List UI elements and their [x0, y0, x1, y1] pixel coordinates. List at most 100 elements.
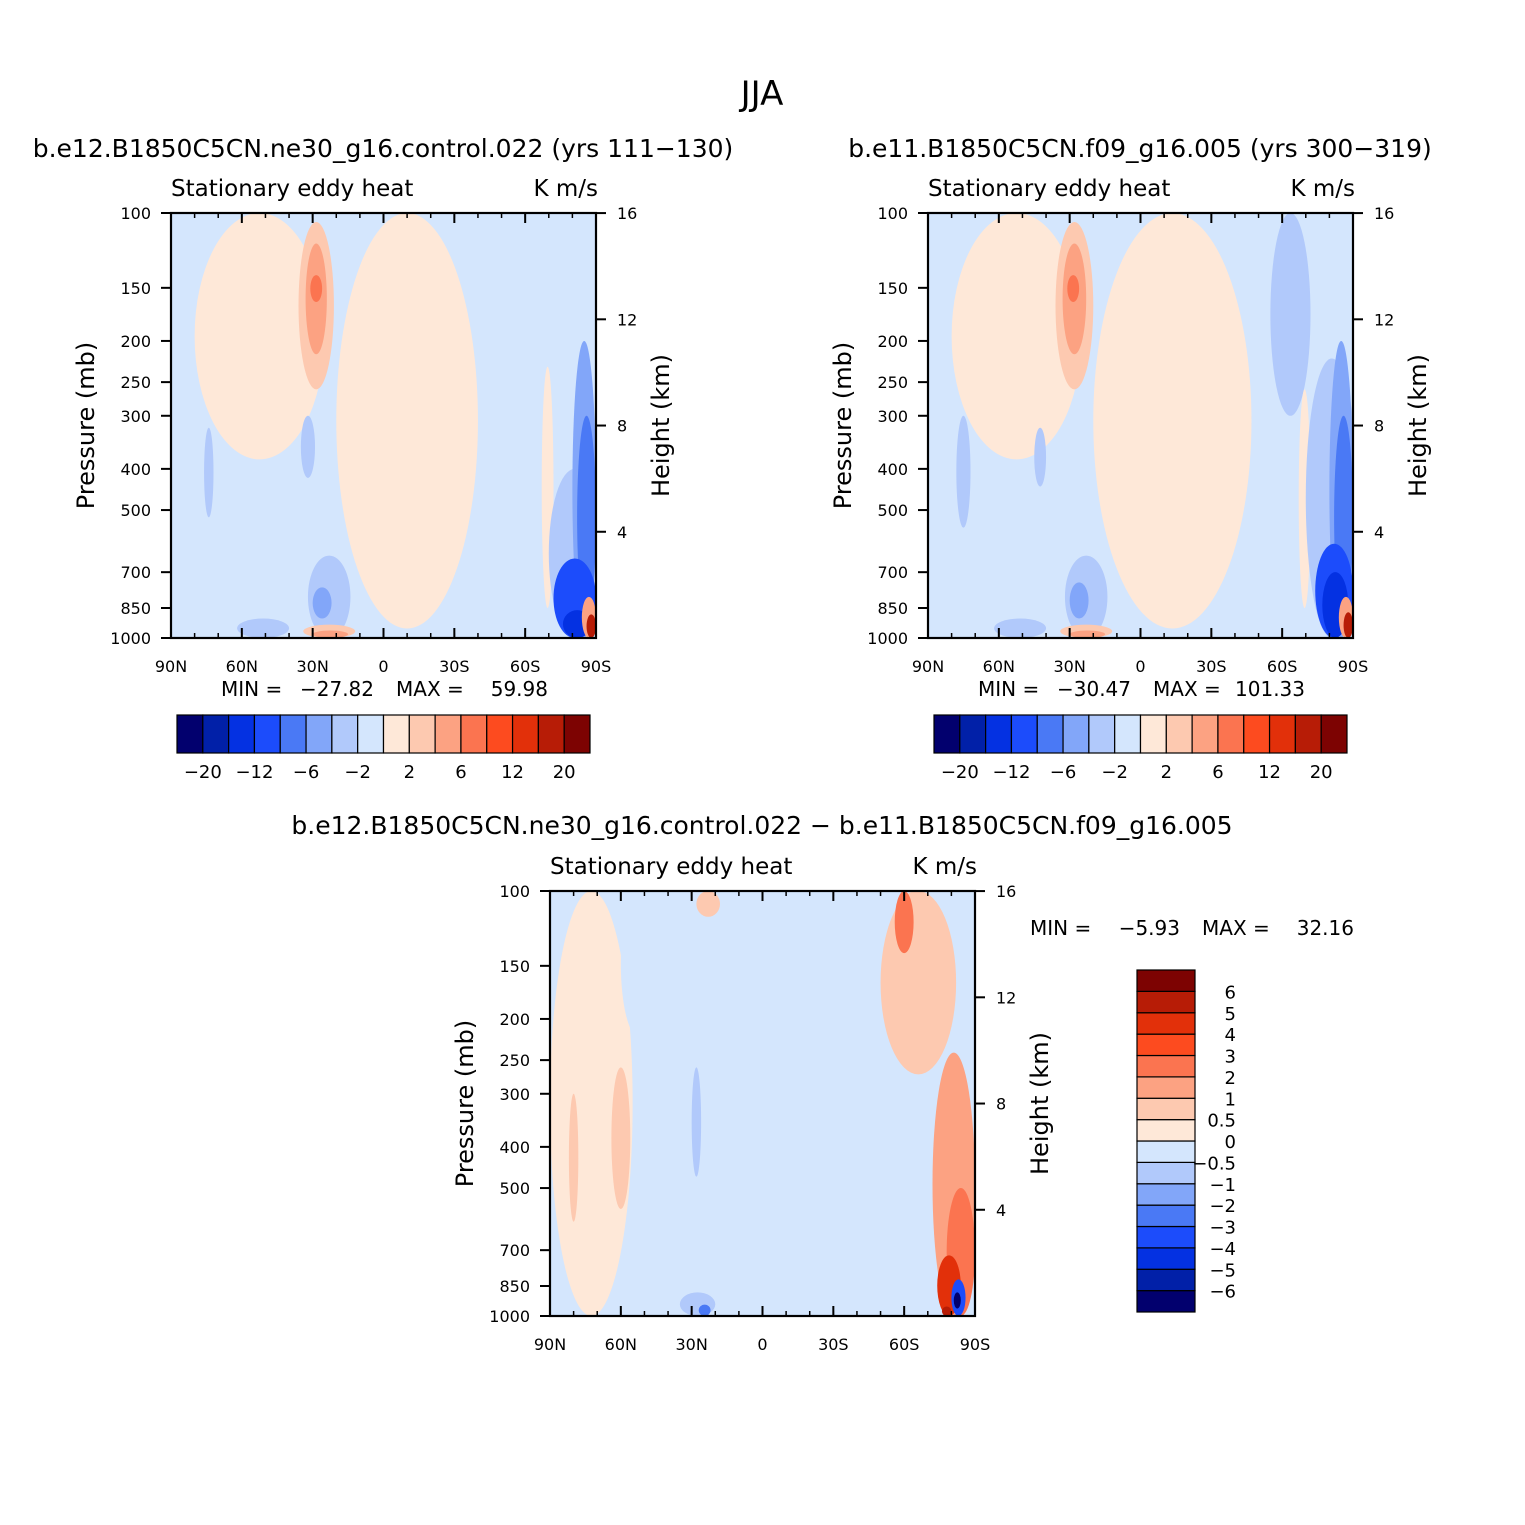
y-tick-label: 1000 — [110, 629, 151, 648]
colorbar-label: −6 — [1050, 762, 1077, 783]
x-tick-label: 30N — [1054, 657, 1086, 676]
max-label: MAX = — [1202, 916, 1270, 940]
contour-region — [738, 891, 810, 1094]
y-tick-label: 500 — [120, 501, 151, 520]
contour-region — [696, 891, 720, 917]
plot-area — [550, 891, 975, 1316]
colorbar-box — [1136, 1204, 1196, 1228]
y2-axis-label: Height (km) — [1026, 1032, 1054, 1175]
colorbar-label: 12 — [501, 762, 524, 783]
x-tick-label: 30S — [1196, 657, 1227, 676]
contour-region — [1069, 630, 1106, 638]
x-tick-label: 90S — [960, 1335, 991, 1354]
colorbar-label: 6 — [1212, 762, 1223, 783]
min-label: MIN = — [1030, 916, 1091, 940]
colorbar-box — [1136, 969, 1196, 992]
contour-region — [586, 614, 596, 638]
colorbar-label: 5 — [1225, 1004, 1236, 1025]
x-tick-label: 30S — [439, 657, 470, 676]
contour-region — [194, 213, 325, 460]
y-tick-label: 200 — [499, 1010, 530, 1029]
y2-tick-label: 4 — [617, 523, 627, 542]
colorbar-box — [460, 714, 488, 754]
y-tick-label: 300 — [120, 407, 151, 426]
colorbar-box — [1136, 1012, 1196, 1035]
colorbar-label: −2 — [1209, 1196, 1236, 1217]
contour-region — [956, 415, 971, 528]
y-tick-label: 1000 — [867, 629, 908, 648]
y-tick-label: 700 — [877, 563, 908, 582]
colorbar-label: 0.5 — [1207, 1111, 1236, 1132]
contour-region — [312, 587, 332, 619]
y2-tick-label: 16 — [617, 204, 637, 223]
y-tick-label: 150 — [877, 279, 908, 298]
y2-tick-label: 8 — [996, 1095, 1006, 1114]
colorbar-label: −5 — [1209, 1260, 1236, 1281]
colorbar-box — [434, 714, 462, 754]
x-tick-label: 90S — [1338, 657, 1369, 676]
y-tick-label: 100 — [499, 882, 530, 901]
colorbar-box — [1136, 1097, 1196, 1121]
colorbar-box — [331, 714, 359, 754]
contour-region — [312, 630, 349, 638]
y-tick-label: 100 — [120, 204, 151, 223]
y-tick-label: 400 — [120, 460, 151, 479]
panel-1: b.e12.B1850C5CN.ne30_g16.control.022 (yr… — [33, 134, 734, 783]
y-tick-label: 850 — [120, 599, 151, 618]
y-tick-label: 200 — [120, 332, 151, 351]
panel-title: b.e11.B1850C5CN.f09_g16.005 (yrs 300−319… — [848, 134, 1432, 163]
x-tick-label: 60N — [226, 657, 258, 676]
y2-tick-label: 12 — [996, 988, 1016, 1007]
x-tick-label: 90N — [155, 657, 187, 676]
y2-tick-label: 12 — [1374, 310, 1394, 329]
y-tick-label: 150 — [120, 279, 151, 298]
contour-region — [1034, 427, 1047, 487]
contour-region — [880, 891, 957, 1075]
colorbar-box — [408, 714, 436, 754]
x-tick-label: 90N — [912, 657, 944, 676]
colorbar-box — [1062, 714, 1090, 754]
contour-region — [1093, 213, 1252, 629]
x-tick-label: 30S — [818, 1335, 849, 1354]
contour-region — [774, 1195, 829, 1316]
colorbar-box — [1139, 714, 1167, 754]
colorbar-box — [1088, 714, 1116, 754]
y-axis-label: Pressure (mb) — [451, 1020, 479, 1187]
contour-region — [698, 1304, 711, 1316]
colorbar-box — [1136, 1076, 1196, 1099]
colorbar-label: 12 — [1258, 762, 1281, 783]
y-tick-label: 400 — [877, 460, 908, 479]
colorbar-label: −3 — [1209, 1218, 1236, 1239]
colorbar-box — [1136, 1247, 1196, 1270]
colorbar-box — [1136, 1268, 1196, 1292]
contour-region — [1069, 582, 1089, 619]
contour-region — [568, 1093, 579, 1222]
y-tick-label: 850 — [877, 599, 908, 618]
max-value: 59.98 — [491, 677, 548, 701]
y-tick-label: 1000 — [489, 1307, 530, 1326]
right-subtitle: K m/s — [533, 176, 598, 202]
y-tick-label: 100 — [877, 204, 908, 223]
colorbar-box — [1294, 714, 1322, 754]
colorbar-box — [1036, 714, 1064, 754]
colorbar-label: −12 — [992, 762, 1030, 783]
colorbar-label: −2 — [344, 762, 371, 783]
max-label: MAX = — [396, 677, 464, 701]
colorbar-label: 1 — [1225, 1089, 1236, 1110]
panel-2: b.e11.B1850C5CN.f09_g16.005 (yrs 300−319… — [829, 134, 1432, 783]
x-tick-label: 90S — [581, 657, 612, 676]
colorbar-box — [1217, 714, 1245, 754]
x-tick-label: 60N — [605, 1335, 637, 1354]
y-tick-label: 300 — [499, 1085, 530, 1104]
colorbar-box — [1191, 714, 1219, 754]
colorbar-box — [1320, 714, 1348, 754]
max-label: MAX = — [1153, 677, 1221, 701]
colorbar-box — [511, 714, 539, 754]
colorbar-box — [228, 714, 256, 754]
contour-region — [550, 891, 633, 1316]
min-value: −5.93 — [1119, 916, 1180, 940]
y2-tick-label: 16 — [1374, 204, 1394, 223]
colorbar-box — [537, 714, 565, 754]
y-tick-label: 400 — [499, 1138, 530, 1157]
